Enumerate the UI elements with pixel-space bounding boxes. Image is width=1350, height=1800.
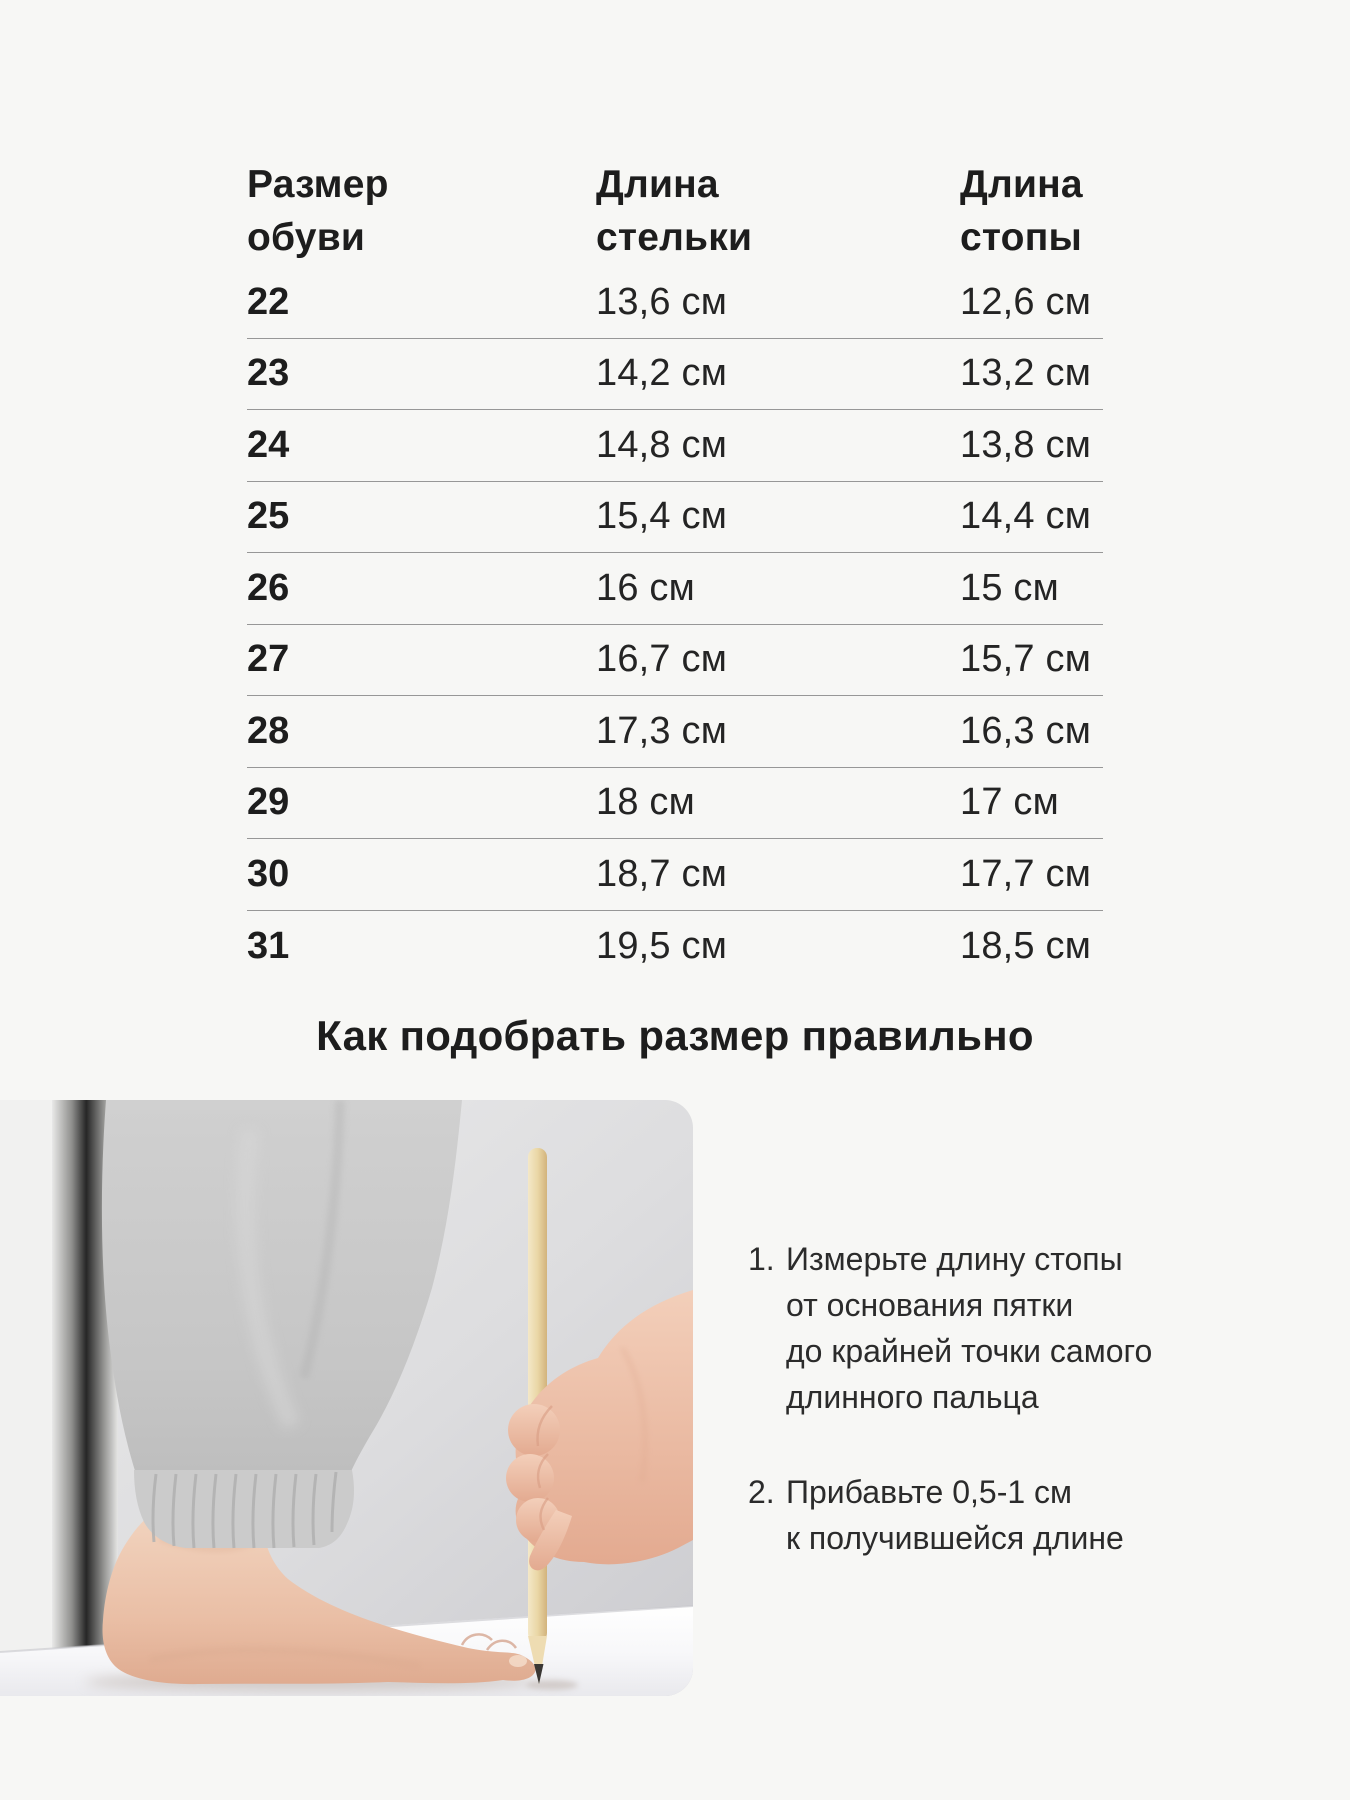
size-cell: 27: [247, 638, 290, 681]
toe-crease: [485, 1639, 518, 1651]
size-cell: 28: [247, 709, 290, 752]
table-row: 22 13,6 см 12,6 см: [247, 267, 1103, 339]
table-row: 29 18 см 17 см: [247, 768, 1103, 839]
insole-cell: 15,4 см: [596, 495, 728, 538]
insole-cell: 16,7 см: [596, 638, 728, 681]
insole-cell: 13,6 см: [596, 280, 728, 323]
size-cell: 23: [247, 352, 290, 395]
foot-cell: 17,7 см: [960, 852, 1092, 895]
guide-heading: Как подобрать размер правильно: [316, 1012, 1034, 1059]
table-row: 23 14,2 см 13,2 см: [247, 339, 1103, 410]
insole-cell: 17,3 см: [596, 709, 728, 752]
hand-finger: [506, 1454, 554, 1502]
foot-shape: [102, 1515, 536, 1685]
knuckle-creases: [536, 1405, 553, 1531]
size-cell: 25: [247, 495, 290, 538]
pencil-tip-wood: [528, 1636, 547, 1684]
table-row: 30 18,7 см 17,7 см: [247, 839, 1103, 911]
insole-cell: 16 см: [596, 566, 695, 609]
toe-crease: [460, 1633, 493, 1646]
foot-measurement-illustration: [0, 1100, 693, 1696]
wrist-shading: [620, 1346, 648, 1483]
insole-cell: 19,5 см: [596, 924, 728, 967]
foot-cell: 13,8 см: [960, 423, 1092, 466]
pants-cuff: [134, 1470, 354, 1548]
size-cell: 24: [247, 423, 290, 466]
arch-shading: [149, 1646, 421, 1670]
insole-cell: 14,2 см: [596, 352, 728, 395]
foot-cell: 17 см: [960, 781, 1059, 824]
size-cell: 29: [247, 781, 290, 824]
size-cell: 22: [247, 280, 290, 323]
size-cell: 31: [247, 924, 290, 967]
foot-cell: 18,5 см: [960, 924, 1092, 967]
foot-measurement-photo: [0, 1100, 693, 1696]
table-row: 25 15,4 см 14,4 см: [247, 482, 1103, 553]
hand-finger: [508, 1404, 560, 1456]
hand-thumb: [529, 1510, 572, 1571]
header-shoe-size: Размер обуви: [247, 163, 389, 259]
pants-crease: [299, 1100, 345, 1380]
step-item: 2. Прибавьте 0,5-1 см к получившейся дли…: [748, 1469, 1308, 1561]
cuff-ribs: [151, 1471, 338, 1549]
foot-cell: 15,7 см: [960, 638, 1092, 681]
table-row: 28 17,3 см 16,3 см: [247, 696, 1103, 768]
hand-shape: [515, 1290, 693, 1565]
size-table-body: 22 13,6 см 12,6 см 23 14,2 см 13,2 см 24…: [247, 267, 1103, 982]
pencil-shadow: [526, 1680, 578, 1690]
header-foot-length: Длина стопы: [960, 163, 1083, 259]
insole-cell: 18,7 см: [596, 852, 728, 895]
size-table-header: Размер обуви Длина стельки Длина стопы: [247, 158, 1103, 264]
pencil-tip-graphite: [534, 1664, 544, 1684]
step-number: 1.: [748, 1241, 775, 1277]
foot-cell: 16,3 см: [960, 709, 1092, 752]
foot-cell: 13,2 см: [960, 352, 1092, 395]
insole-cell: 14,8 см: [596, 423, 728, 466]
table-row: 26 16 см 15 см: [247, 553, 1103, 625]
foot-cell: 14,4 см: [960, 495, 1092, 538]
table-row: 27 16,7 см 15,7 см: [247, 625, 1103, 696]
pants-shape: [101, 1100, 463, 1474]
pants-highlight: [236, 1128, 301, 1430]
table-row: 31 19,5 см 18,5 см: [247, 911, 1103, 983]
step-text: Прибавьте 0,5-1 см к получившейся длине: [786, 1474, 1124, 1556]
insole-cell: 18 см: [596, 781, 695, 824]
foot-cell: 15 см: [960, 566, 1059, 609]
size-cell: 30: [247, 852, 290, 895]
step-number: 2.: [748, 1474, 775, 1510]
measurement-steps: 1. Измерьте длину стопы от основания пят…: [748, 1236, 1308, 1561]
header-insole-length: Длина стельки: [596, 163, 753, 259]
step-item: 1. Измерьте длину стопы от основания пят…: [748, 1236, 1308, 1420]
table-row: 24 14,8 см 13,8 см: [247, 410, 1103, 482]
size-cell: 26: [247, 566, 290, 609]
foot-cell: 12,6 см: [960, 280, 1092, 323]
toenail: [509, 1655, 527, 1667]
step-text: Измерьте длину стопы от основания пятки …: [786, 1241, 1153, 1415]
